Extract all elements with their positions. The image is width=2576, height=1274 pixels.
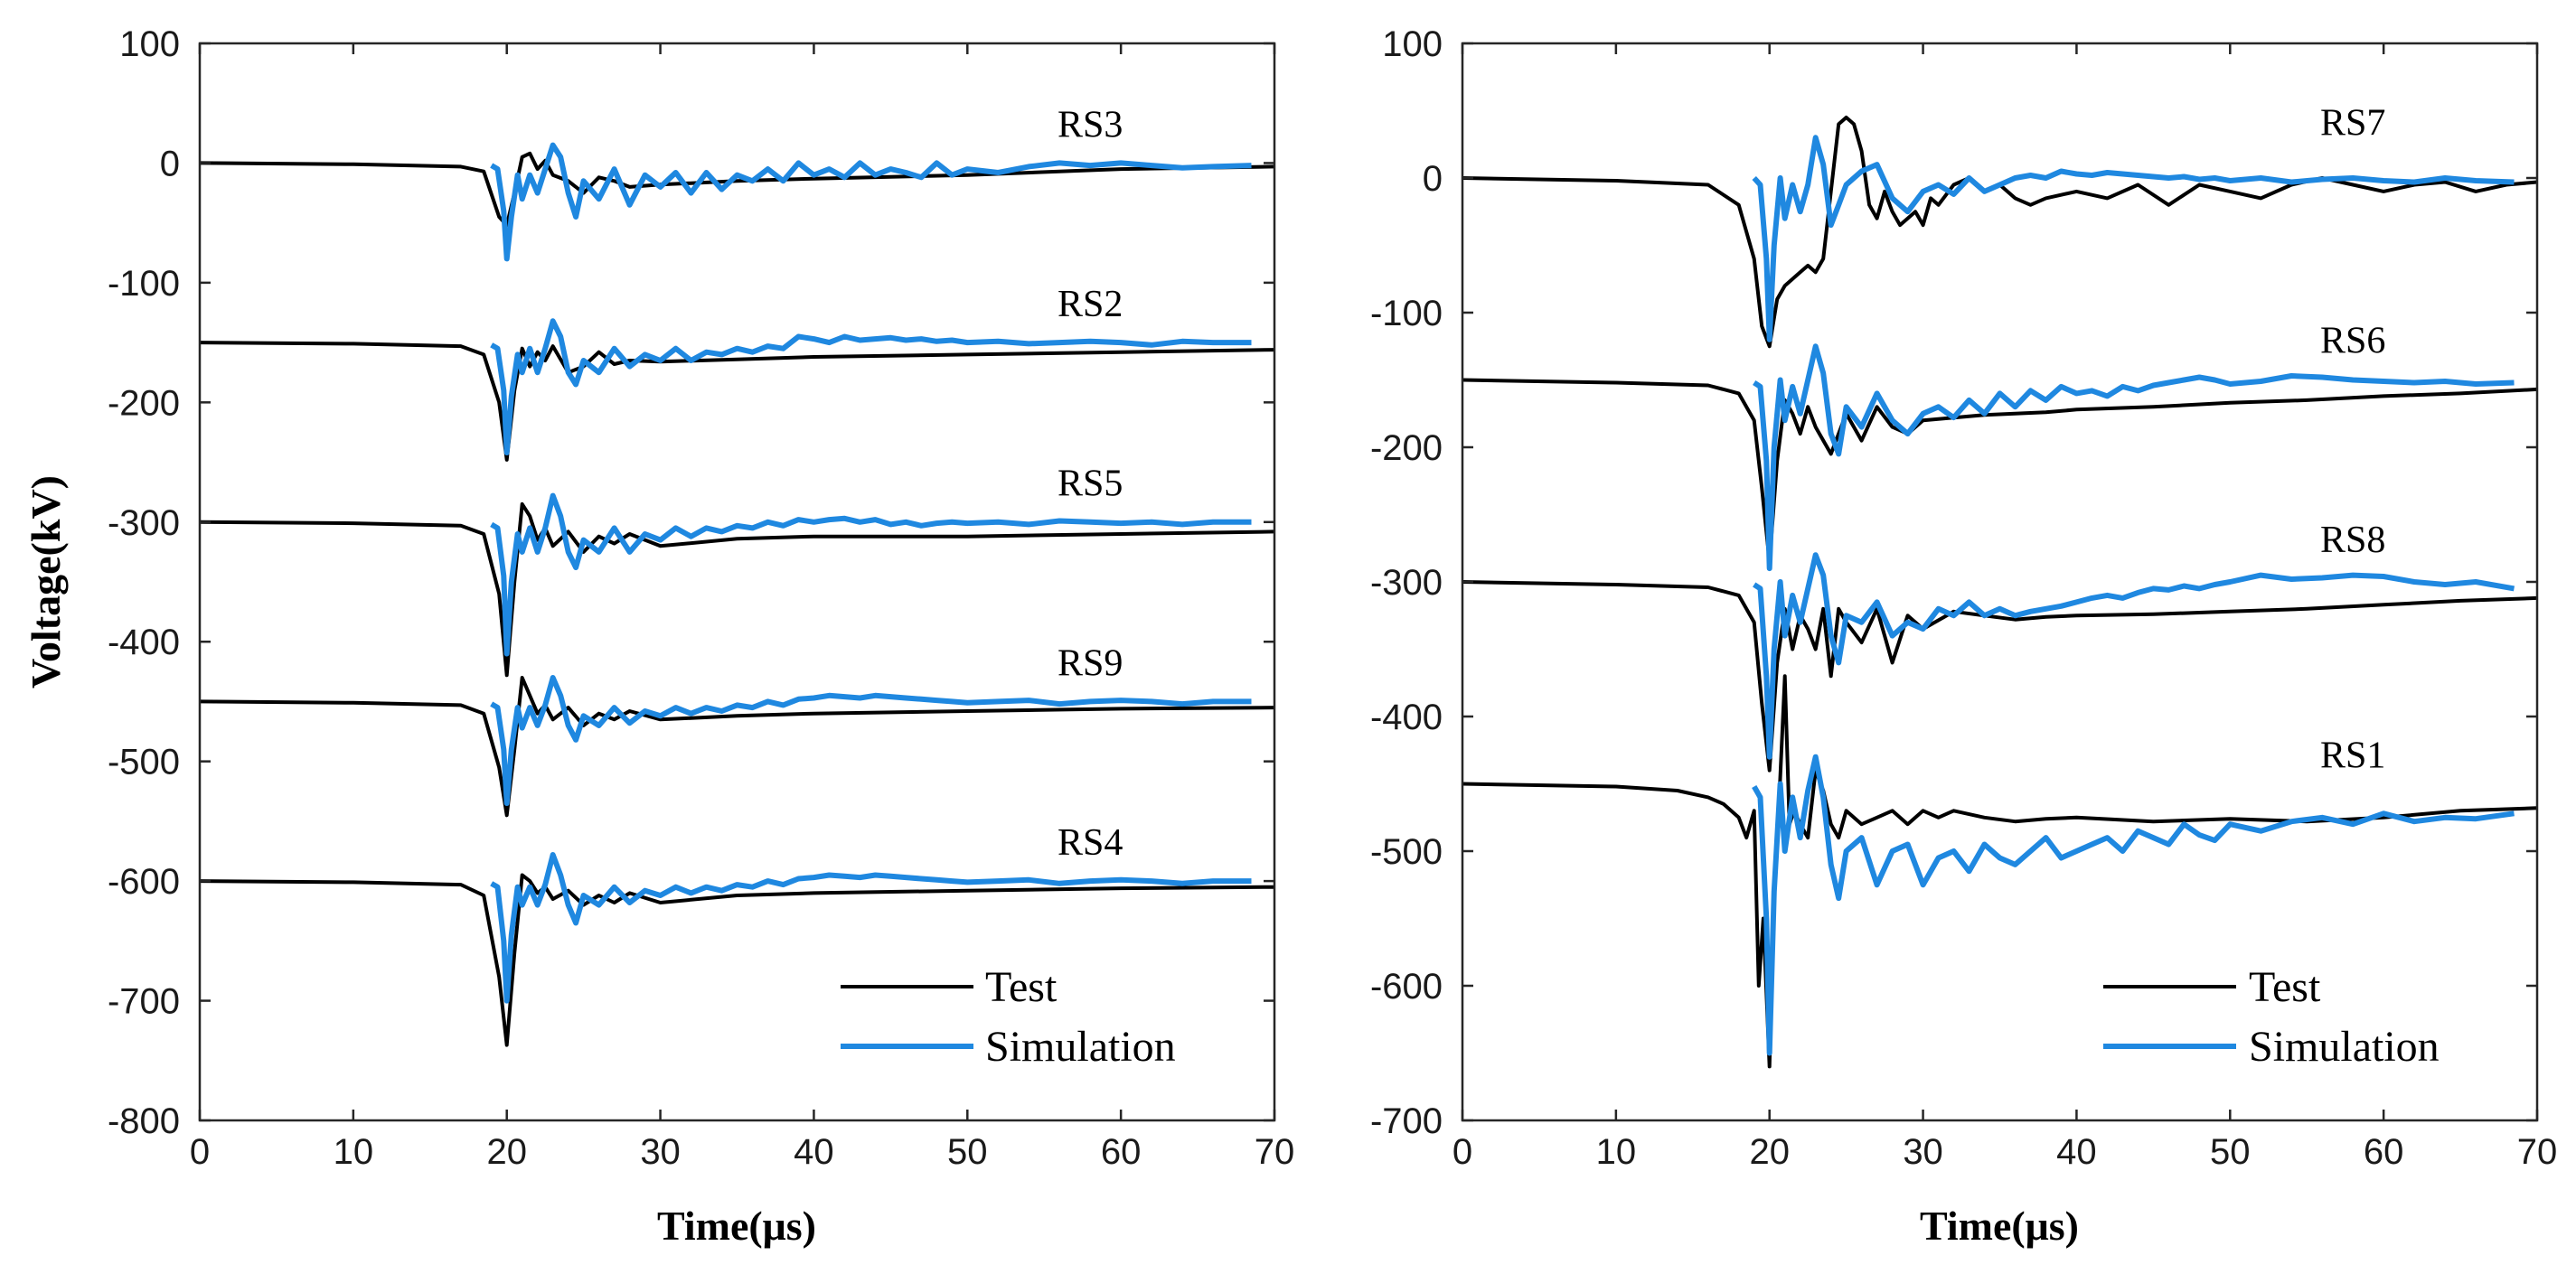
left-x-tick-label: 30: [640, 1132, 681, 1172]
right-y-tick-label: -300: [1370, 563, 1443, 603]
right-rs7-test-line: [1462, 116, 2538, 349]
left-legend: Test Simulation: [841, 963, 1176, 1071]
right-legend: Test Simulation: [2103, 963, 2440, 1071]
left-y-tick-label: -400: [108, 623, 180, 662]
right-rs7-label: RS7: [2320, 102, 2385, 144]
right-x-tick-label: 70: [2517, 1132, 2558, 1172]
left-y-tick-label: 100: [119, 24, 180, 64]
right-legend-test-label: Test: [2249, 963, 2321, 1011]
left-rs5-test-line: [199, 501, 1275, 678]
right-x-tick-label: 10: [1596, 1132, 1637, 1172]
left-rs2-simulation-line: [490, 318, 1252, 455]
left-y-axis-label: Voltage(kV): [23, 475, 69, 689]
right-rs8-label: RS8: [2320, 520, 2385, 561]
right-y-tick-label: -600: [1370, 967, 1443, 1007]
right-x-tick-label: 40: [2056, 1132, 2097, 1172]
left-x-tick-label: 20: [486, 1132, 527, 1172]
right-y-tick-label: -100: [1370, 294, 1443, 333]
left-rs9-simulation-line: [490, 675, 1252, 806]
right-x-axis-label: Time(μs): [1920, 1203, 2079, 1249]
left-rs3-simulation-line: [490, 142, 1252, 262]
left-rs3-test-line: [199, 151, 1275, 228]
left-series-labels: RS3 RS2 RS5 RS9 RS4: [1058, 104, 1123, 864]
right-x-tick-label: 60: [2364, 1132, 2404, 1172]
right-rs7-simulation-line: [1752, 135, 2515, 342]
left-legend-test-label: Test: [985, 963, 1058, 1011]
right-panel: 0 10 20 30 40 50 60 70 100 0 -100 -200 -300 -400 -500 -…: [1370, 24, 2557, 1249]
right-y-tick-label: 0: [1423, 159, 1443, 199]
left-y-tick-label: -200: [108, 383, 180, 423]
left-y-tick-label: -800: [108, 1101, 180, 1141]
right-x-tick-label: 20: [1749, 1132, 1790, 1172]
left-x-tick-label: 50: [947, 1132, 988, 1172]
right-rs6-simulation-line: [1753, 343, 2515, 572]
left-y-tick-label: -100: [108, 264, 180, 304]
right-y-tick-label: -400: [1370, 698, 1443, 737]
right-curves: [1462, 116, 2538, 1069]
left-rs4-simulation-line: [490, 852, 1252, 1004]
left-y-tick-label: -500: [108, 743, 180, 782]
left-rs9-test-line: [199, 676, 1275, 818]
left-rs4-label: RS4: [1058, 822, 1123, 864]
right-x-tick-label: 30: [1903, 1132, 1943, 1172]
left-rs4-test-line: [199, 873, 1275, 1047]
right-rs6-test-line: [1462, 378, 2538, 564]
right-rs1-simulation-line: [1752, 754, 2515, 1056]
left-y-tick-label: -600: [108, 862, 180, 902]
left-x-tick-label: 40: [794, 1132, 834, 1172]
right-y-tick-label: -500: [1370, 832, 1443, 872]
right-y-tick-label: -200: [1370, 428, 1443, 468]
left-x-axis-label: Time(μs): [657, 1203, 816, 1249]
right-rs1-label: RS1: [2320, 735, 2385, 777]
left-x-tick-label: 0: [190, 1132, 210, 1172]
left-legend-sim-label: Simulation: [985, 1023, 1176, 1071]
left-x-tick-label: 70: [1255, 1132, 1295, 1172]
right-legend-sim-label: Simulation: [2249, 1023, 2440, 1071]
left-panel: 0 10 20 30 40 50 60 70 100 0 -100 -200 -300 -400 -500 -…: [23, 24, 1294, 1249]
right-rs8-simulation-line: [1753, 552, 2515, 760]
right-x-tick-label: 0: [1453, 1132, 1472, 1172]
left-rs5-simulation-line: [490, 492, 1252, 657]
left-y-tick-label: -700: [108, 982, 180, 1022]
right-plot-frame: [1461, 42, 2539, 1122]
left-rs9-label: RS9: [1058, 642, 1123, 684]
left-plot-frame: [198, 42, 1276, 1122]
left-ticks: 0 10 20 30 40 50 60 70 100 0 -100 -200 -300 -400 -500 -…: [108, 24, 1294, 1172]
left-rs5-label: RS5: [1058, 464, 1123, 505]
right-rs6-label: RS6: [2320, 321, 2385, 362]
left-rs2-test-line: [199, 341, 1275, 462]
left-rs3-label: RS3: [1058, 104, 1123, 145]
right-ticks: 0 10 20 30 40 50 60 70 100 0 -100 -200 -300 -400 -500 -…: [1370, 24, 2557, 1172]
right-y-tick-label: 100: [1382, 24, 1443, 64]
right-x-tick-label: 50: [2210, 1132, 2251, 1172]
left-y-tick-label: 0: [160, 144, 180, 183]
left-rs2-label: RS2: [1058, 284, 1123, 325]
right-rs1-test-line: [1462, 674, 2538, 1069]
left-x-tick-label: 60: [1101, 1132, 1142, 1172]
left-x-tick-label: 10: [334, 1132, 374, 1172]
right-series-labels: RS7 RS6 RS8 RS1: [2320, 102, 2385, 776]
right-y-tick-label: -700: [1370, 1101, 1443, 1141]
left-y-tick-label: -300: [108, 503, 180, 543]
left-curves: [199, 142, 1275, 1047]
